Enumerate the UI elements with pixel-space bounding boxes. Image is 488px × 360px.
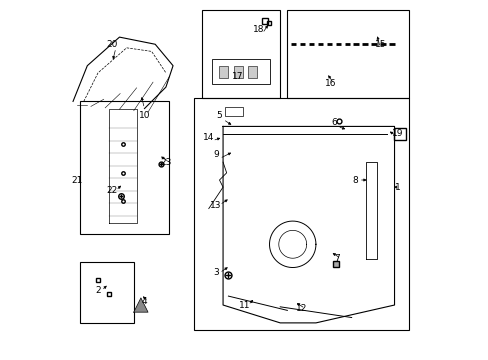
- Text: 21: 21: [71, 176, 82, 185]
- Text: 13: 13: [210, 201, 221, 210]
- Text: 20: 20: [106, 40, 118, 49]
- Text: 5: 5: [216, 111, 222, 120]
- Text: 2: 2: [95, 286, 101, 295]
- Text: 17: 17: [231, 72, 243, 81]
- Text: 15: 15: [374, 40, 385, 49]
- Text: 14: 14: [203, 132, 214, 141]
- Text: 8: 8: [352, 176, 357, 185]
- Text: 12: 12: [295, 304, 307, 313]
- Text: 10: 10: [139, 111, 150, 120]
- Text: 11: 11: [238, 301, 250, 310]
- Polygon shape: [134, 298, 148, 312]
- FancyBboxPatch shape: [219, 66, 228, 78]
- Text: 3: 3: [213, 268, 218, 277]
- FancyBboxPatch shape: [233, 66, 242, 78]
- Text: 7: 7: [334, 254, 340, 263]
- Text: 19: 19: [391, 129, 403, 138]
- Text: 9: 9: [213, 150, 218, 159]
- Text: 6: 6: [330, 118, 336, 127]
- Text: 1: 1: [394, 183, 400, 192]
- Text: 18: 18: [252, 26, 264, 35]
- FancyBboxPatch shape: [247, 66, 257, 78]
- Text: 4: 4: [142, 297, 147, 306]
- Text: 16: 16: [324, 79, 335, 88]
- Text: 23: 23: [160, 158, 171, 167]
- Text: 22: 22: [106, 186, 118, 195]
